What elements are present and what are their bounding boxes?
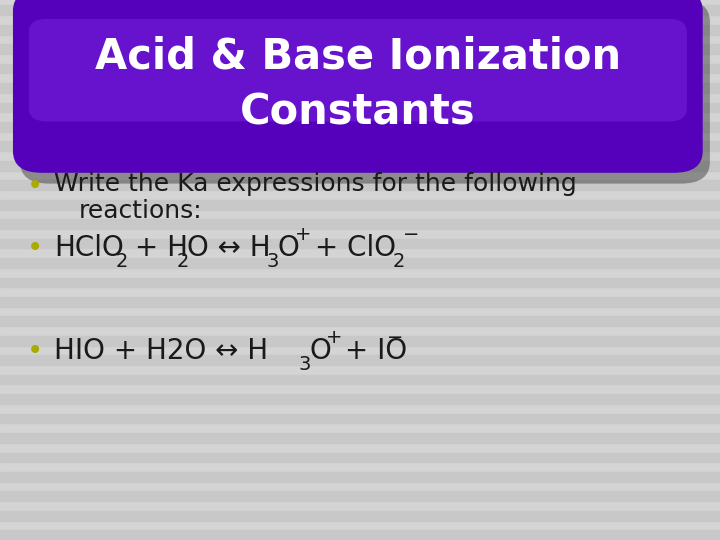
FancyBboxPatch shape xyxy=(29,19,687,122)
Text: + H: + H xyxy=(126,234,188,262)
Text: O ↔ H: O ↔ H xyxy=(187,234,271,262)
Bar xyxy=(0,394,720,404)
Bar xyxy=(0,219,720,229)
Bar xyxy=(0,491,720,501)
Text: +: + xyxy=(326,328,343,347)
Text: O: O xyxy=(310,337,331,365)
Text: + IO: + IO xyxy=(336,337,408,365)
Bar xyxy=(0,258,720,268)
Text: −: − xyxy=(387,328,403,347)
Text: 3: 3 xyxy=(299,355,311,374)
Bar xyxy=(0,180,720,190)
Bar xyxy=(0,433,720,443)
Bar xyxy=(0,472,720,482)
Bar xyxy=(0,316,720,326)
Bar xyxy=(0,414,720,423)
Text: 2: 2 xyxy=(176,252,189,272)
Text: −: − xyxy=(403,225,420,245)
Bar xyxy=(0,453,720,462)
Text: + ClO: + ClO xyxy=(306,234,396,262)
Text: •: • xyxy=(27,172,42,200)
Bar xyxy=(0,161,720,171)
Text: 2: 2 xyxy=(392,252,405,272)
Text: 2: 2 xyxy=(115,252,127,272)
Bar xyxy=(0,511,720,521)
Text: •: • xyxy=(27,234,42,262)
Bar xyxy=(0,355,720,365)
FancyBboxPatch shape xyxy=(13,0,703,173)
Bar xyxy=(0,200,720,210)
Bar xyxy=(0,83,720,93)
Bar xyxy=(0,122,720,132)
Text: HClO: HClO xyxy=(54,234,124,262)
FancyBboxPatch shape xyxy=(20,0,710,184)
Text: reactions:: reactions: xyxy=(79,199,203,222)
Text: +: + xyxy=(295,225,312,245)
Bar xyxy=(0,5,720,15)
Bar xyxy=(0,278,720,287)
Text: •: • xyxy=(27,337,42,365)
Text: Write the Ka expressions for the following: Write the Ka expressions for the followi… xyxy=(54,172,577,195)
Text: Acid & Base Ionization: Acid & Base Ionization xyxy=(95,36,621,78)
Bar xyxy=(0,44,720,54)
Bar xyxy=(0,64,720,73)
Bar xyxy=(0,103,720,112)
Text: HIO + H2O ↔ H: HIO + H2O ↔ H xyxy=(54,337,268,365)
Text: 3: 3 xyxy=(266,252,279,272)
Bar xyxy=(0,141,720,151)
Text: O: O xyxy=(277,234,299,262)
Bar xyxy=(0,297,720,307)
Bar xyxy=(0,25,720,35)
Bar xyxy=(0,530,720,540)
Bar xyxy=(0,375,720,384)
Bar xyxy=(0,239,720,248)
Bar xyxy=(0,336,720,346)
Text: Constants: Constants xyxy=(240,91,476,133)
